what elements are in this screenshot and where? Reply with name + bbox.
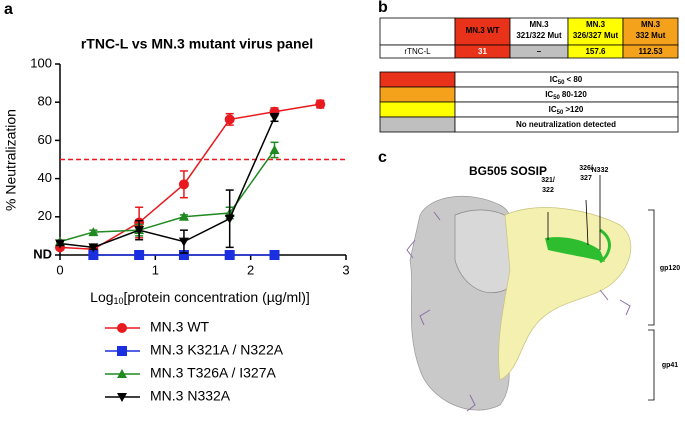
marker — [134, 250, 145, 260]
y-axis-label: % Neutralization — [3, 109, 19, 211]
key-text: IC — [545, 90, 553, 99]
table-value: – — [537, 47, 542, 56]
key-text: < 80 — [566, 75, 582, 84]
key-label: IC50 >120 — [549, 105, 584, 115]
site-label: N332 — [592, 167, 609, 174]
y-tick-label: 80 — [38, 94, 52, 109]
table-header-text: MN.3 WT — [466, 26, 500, 35]
marker — [178, 237, 189, 247]
marker — [117, 393, 127, 402]
marker — [269, 113, 280, 123]
legend-label: MN.3 WT — [150, 319, 210, 335]
x-axis-label: Log10[protein concentration (µg/ml)] — [90, 289, 310, 307]
table-value: 112.53 — [638, 47, 663, 56]
structure-title: BG505 SOSIP — [469, 164, 547, 178]
table-header-cell — [567, 17, 624, 46]
key-sub: 50 — [558, 80, 565, 86]
marker — [55, 239, 65, 249]
marker — [224, 250, 235, 260]
key-text: IC — [549, 105, 557, 114]
marker — [88, 250, 99, 260]
series-line — [59, 117, 276, 249]
key-swatch — [379, 71, 456, 88]
table-header-text: 326/327 Mut — [573, 31, 619, 40]
table-header-text: 332 Mut — [636, 31, 666, 40]
table-value: 157.6 — [585, 47, 606, 56]
key-text: 80-120 — [562, 90, 587, 99]
marker — [224, 114, 235, 125]
key-swatch — [379, 101, 456, 118]
x-tick-label: 0 — [56, 262, 63, 277]
table-header-text: 321/322 Mut — [516, 31, 562, 40]
marker — [88, 243, 99, 253]
site-label: 327 — [580, 175, 592, 182]
table-cell — [622, 44, 679, 59]
marker — [117, 346, 127, 356]
panel-label: b — [378, 0, 388, 16]
y-tick-label: 60 — [38, 132, 52, 147]
y-tick-label: 20 — [38, 208, 52, 223]
table-header-text: MN.3 — [529, 20, 549, 29]
key-label: No neutralization detected — [516, 120, 616, 129]
key-swatch — [379, 116, 456, 133]
x-tick-label: 2 — [247, 262, 254, 277]
table-header-cell — [509, 17, 569, 46]
table-row-label: rTNC-L — [404, 47, 431, 56]
marker — [134, 226, 145, 236]
x-tick-label: 1 — [152, 262, 159, 277]
marker — [269, 250, 280, 260]
key-text: No neutralization detected — [516, 120, 616, 129]
marker — [315, 99, 326, 110]
x-label-sub: 10 — [114, 296, 124, 306]
table-value: 31 — [478, 47, 487, 56]
y-tick-label: 40 — [38, 170, 52, 185]
y-tick-label: ND — [33, 246, 52, 261]
key-text: >120 — [565, 105, 584, 114]
legend-label: MN.3 N332A — [150, 388, 231, 404]
marker — [178, 179, 189, 190]
panel-label: a — [4, 1, 13, 18]
x-label-part: [protein concentration (µg/ml)] — [124, 289, 310, 305]
marker — [117, 323, 127, 333]
table-header-cell — [454, 17, 511, 46]
series-line — [59, 103, 321, 251]
y-tick-label: 100 — [30, 55, 52, 70]
key-swatch — [379, 86, 456, 103]
table-header-text: MN.3 — [586, 20, 606, 29]
key-text: IC — [550, 75, 558, 84]
x-tick-label: 3 — [342, 262, 349, 277]
marker — [178, 211, 189, 221]
table-header-text: MN.3 — [641, 20, 661, 29]
table-header-cell — [622, 17, 679, 46]
key-label: IC50 80-120 — [545, 90, 587, 100]
region-label: gp120 — [660, 265, 680, 272]
chart-title: rTNC-L vs MN.3 mutant virus panel — [81, 36, 313, 52]
panel-label: c — [378, 149, 387, 166]
marker — [117, 369, 127, 378]
table-cell — [379, 17, 456, 46]
site-label: 326/ — [579, 165, 593, 172]
region-label: gp41 — [662, 362, 678, 369]
site-label: 321/ — [541, 177, 555, 184]
site-label: 322 — [542, 187, 554, 194]
marker — [88, 227, 99, 237]
marker — [178, 250, 189, 260]
legend-label: MN.3 K321A / N322A — [150, 342, 284, 358]
marker — [269, 144, 280, 154]
key-sub: 50 — [557, 110, 564, 116]
key-label: IC50 < 80 — [550, 75, 583, 85]
legend-label: MN.3 T326A / I327A — [150, 365, 276, 381]
marker — [224, 214, 235, 224]
key-cell — [454, 116, 679, 133]
protein-structure — [406, 175, 655, 412]
x-label-part: Log — [90, 289, 113, 305]
key-sub: 50 — [553, 95, 560, 101]
series-line — [59, 149, 276, 243]
